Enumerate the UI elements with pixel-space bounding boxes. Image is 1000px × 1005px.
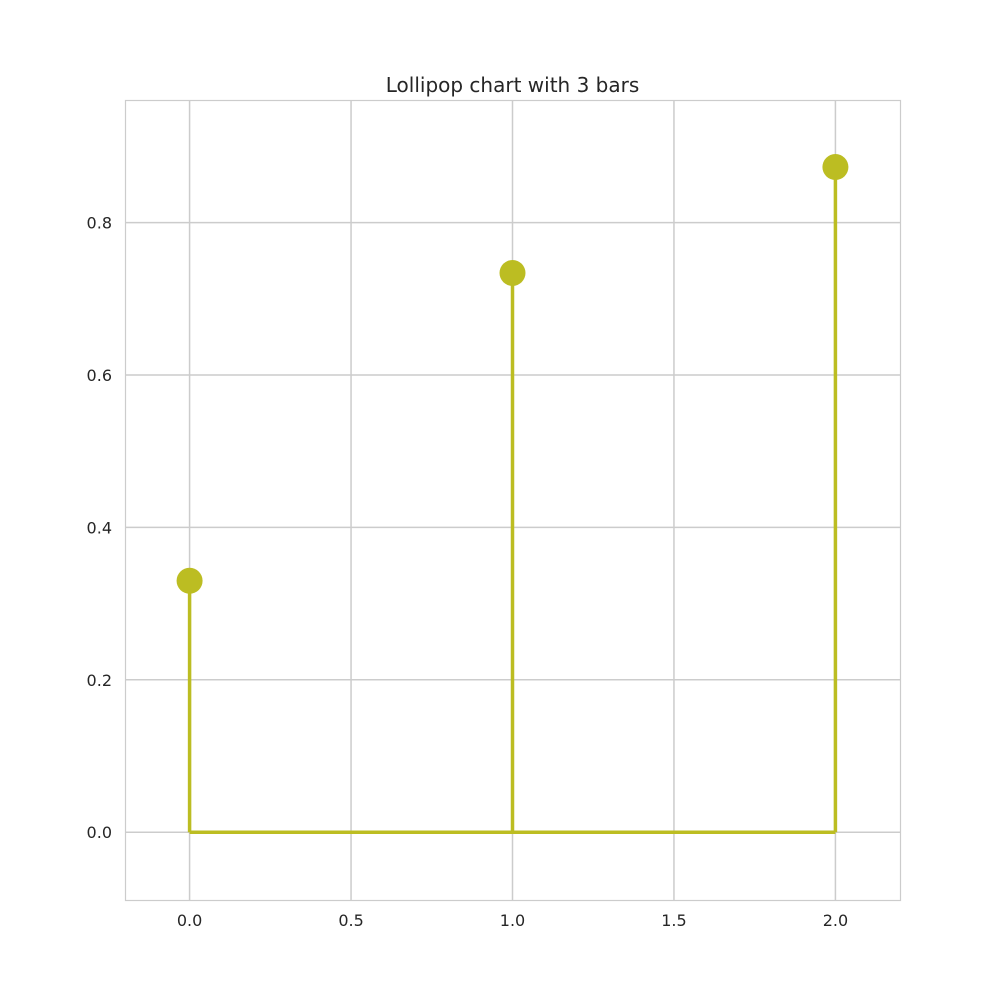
y-tick-label: 0.0 xyxy=(87,823,112,842)
x-tick-label: 1.0 xyxy=(500,911,525,930)
plot-frame xyxy=(124,99,902,902)
x-tick-label: 2.0 xyxy=(823,911,848,930)
x-tick-label: 0.0 xyxy=(177,911,202,930)
series xyxy=(176,154,849,834)
y-tick-label: 0.8 xyxy=(87,214,112,233)
y-tick-label: 0.4 xyxy=(87,518,112,537)
x-tick-label: 0.5 xyxy=(338,911,363,930)
x-tick-label: 1.5 xyxy=(661,911,686,930)
tick-labels: 0.0 0.5 1.0 1.5 2.0 0.0 0.2 0.4 0.6 0.8 xyxy=(87,214,849,930)
lollipop-marker xyxy=(822,154,849,181)
lollipop-marker xyxy=(176,567,203,594)
chart-title: Lollipop chart with 3 bars xyxy=(386,73,640,97)
y-tick-label: 0.6 xyxy=(87,366,112,385)
y-tick-label: 0.2 xyxy=(87,671,112,690)
lollipop-marker xyxy=(499,259,526,286)
